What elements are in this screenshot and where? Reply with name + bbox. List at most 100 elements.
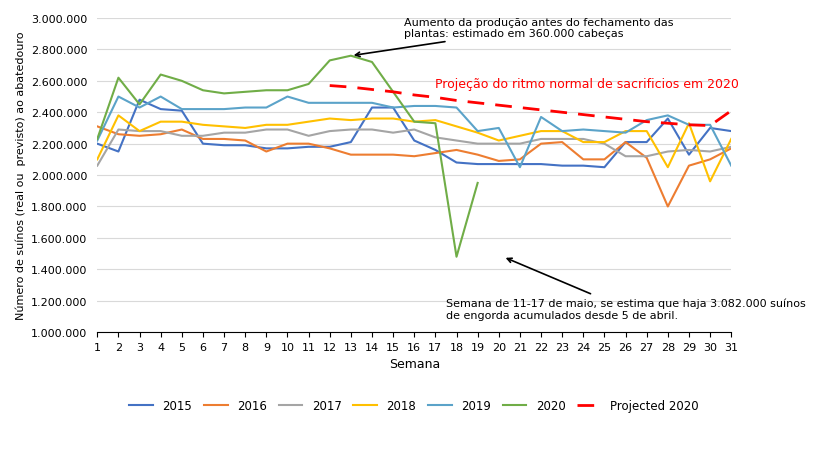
2016 <box>113 132 123 138</box>
2019 <box>156 94 165 100</box>
2017 <box>662 150 672 155</box>
2015 <box>134 98 144 103</box>
2016 <box>197 137 207 143</box>
2020 <box>409 119 419 125</box>
2016 <box>536 142 545 147</box>
2020 <box>451 254 461 260</box>
2017 <box>387 131 397 136</box>
2020 <box>219 91 229 97</box>
Projected 2020 <box>472 101 482 106</box>
2017 <box>219 131 229 136</box>
2017 <box>303 134 313 139</box>
2018 <box>577 140 587 145</box>
2017 <box>726 145 735 150</box>
2019 <box>451 106 461 111</box>
2017 <box>683 148 693 153</box>
Legend: 2015, 2016, 2017, 2018, 2019, 2020, Projected 2020: 2015, 2016, 2017, 2018, 2019, 2020, Proj… <box>124 395 703 417</box>
2015 <box>726 129 735 135</box>
2015 <box>283 146 292 152</box>
2015 <box>472 162 482 168</box>
2017 <box>451 138 461 144</box>
2018 <box>641 129 651 135</box>
2017 <box>599 142 609 147</box>
2019 <box>620 131 630 136</box>
2020 <box>472 181 482 186</box>
Projected 2020 <box>324 84 334 89</box>
2020 <box>346 54 355 59</box>
Line: 2017: 2017 <box>97 130 731 166</box>
2017 <box>156 129 165 135</box>
Projected 2020 <box>451 99 461 104</box>
2017 <box>113 127 123 133</box>
2017 <box>577 137 587 143</box>
Line: 2015: 2015 <box>97 100 731 168</box>
2018 <box>93 157 102 163</box>
2020 <box>387 90 397 95</box>
2018 <box>430 118 440 124</box>
2020 <box>197 88 207 94</box>
Projected 2020 <box>514 106 524 111</box>
2015 <box>620 140 630 145</box>
2016 <box>641 156 651 161</box>
2018 <box>514 134 524 139</box>
2017 <box>493 142 503 147</box>
2020 <box>303 82 313 88</box>
2015 <box>177 109 187 114</box>
2016 <box>93 125 102 130</box>
X-axis label: Semana: Semana <box>388 357 439 370</box>
Projected 2020 <box>577 113 587 118</box>
2016 <box>451 148 461 153</box>
2018 <box>156 119 165 125</box>
Line: 2016: 2016 <box>97 127 731 207</box>
2016 <box>303 142 313 147</box>
Projected 2020 <box>409 93 419 99</box>
2015 <box>493 162 503 168</box>
2016 <box>704 157 714 163</box>
2017 <box>261 127 271 133</box>
2018 <box>557 129 567 135</box>
2017 <box>177 134 187 139</box>
2018 <box>324 117 334 122</box>
2016 <box>324 146 334 152</box>
2020 <box>283 88 292 94</box>
2017 <box>346 127 355 133</box>
2015 <box>641 140 651 145</box>
2017 <box>514 142 524 147</box>
2020 <box>367 60 377 66</box>
2018 <box>704 179 714 185</box>
2019 <box>93 138 102 144</box>
Projected 2020 <box>599 115 609 120</box>
2019 <box>536 115 545 120</box>
Projected 2020 <box>641 119 651 125</box>
2018 <box>409 119 419 125</box>
2018 <box>493 138 503 144</box>
2016 <box>134 134 144 139</box>
2017 <box>134 129 144 135</box>
2015 <box>367 106 377 111</box>
2017 <box>536 137 545 143</box>
2017 <box>430 135 440 141</box>
2019 <box>324 101 334 106</box>
2020 <box>261 88 271 94</box>
2020 <box>430 121 440 127</box>
Projected 2020 <box>662 121 672 127</box>
2016 <box>261 150 271 155</box>
2019 <box>219 107 229 113</box>
2016 <box>493 159 503 164</box>
2016 <box>177 127 187 133</box>
2019 <box>409 104 419 110</box>
2016 <box>156 132 165 138</box>
2015 <box>704 126 714 131</box>
2019 <box>197 107 207 113</box>
2015 <box>557 163 567 169</box>
Projected 2020 <box>683 123 693 128</box>
2018 <box>472 131 482 136</box>
2017 <box>409 127 419 133</box>
2019 <box>704 123 714 128</box>
2016 <box>620 140 630 145</box>
2018 <box>367 117 377 122</box>
2019 <box>577 127 587 133</box>
2019 <box>113 94 123 100</box>
Y-axis label: Número de suínos (real ou  previsto) ao abatedouro: Número de suínos (real ou previsto) ao a… <box>15 32 25 319</box>
2018 <box>113 113 123 119</box>
